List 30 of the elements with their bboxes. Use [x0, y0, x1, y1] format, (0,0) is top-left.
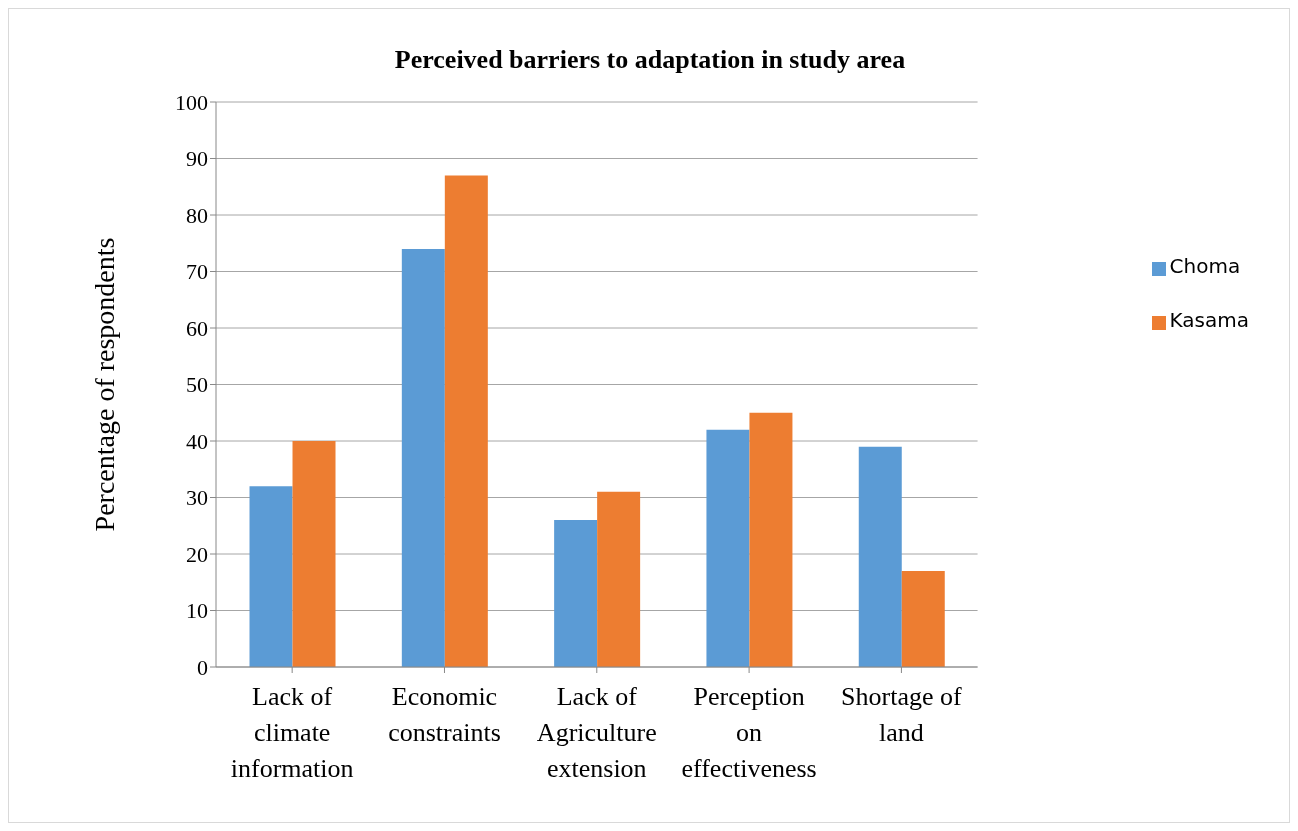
y-tick-label: 20 [186, 541, 208, 567]
x-tick-label: Shortage of land [841, 682, 963, 747]
y-tick-label: 100 [175, 89, 208, 115]
x-tick-label: Lack of climate information [230, 682, 354, 783]
bar [444, 175, 488, 667]
y-tick-label: 50 [186, 372, 208, 398]
x-tick-label: Lack of Agriculture extension [536, 682, 657, 783]
bar [554, 520, 598, 667]
bar [292, 441, 336, 667]
bar [858, 446, 902, 667]
y-tick-label: 30 [186, 485, 208, 511]
y-axis-title: Percentage of respondents [88, 237, 120, 532]
legend-label: Choma [1169, 254, 1241, 278]
bar [901, 570, 945, 667]
bar [706, 429, 750, 667]
y-tick-label: 10 [186, 598, 208, 624]
legend-label: Kasama [1169, 308, 1249, 332]
y-tick-label: 70 [186, 259, 208, 285]
y-tick-label: 60 [186, 315, 208, 341]
chart-title: Perceived barriers to adaptation in study area [393, 45, 907, 75]
y-tick-label: 80 [186, 202, 208, 228]
y-tick-label: 0 [197, 654, 208, 680]
bar [597, 491, 641, 667]
bar [749, 412, 793, 667]
bar [401, 248, 445, 667]
y-tick-label: 40 [186, 428, 208, 454]
x-tick-label: Economic constraints [388, 682, 501, 747]
y-tick-label: 90 [186, 146, 208, 172]
bar [249, 486, 293, 667]
x-tick-label: Perception on effectiveness [681, 682, 817, 783]
